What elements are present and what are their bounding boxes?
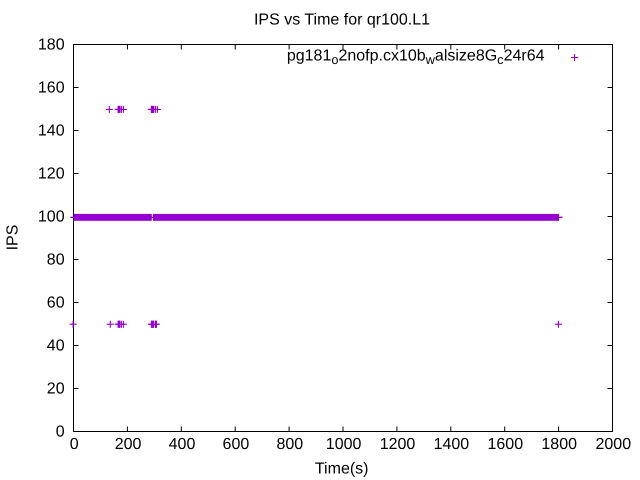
svg-text:800: 800 bbox=[276, 436, 303, 453]
svg-text:600: 600 bbox=[223, 436, 250, 453]
svg-text:Time(s): Time(s) bbox=[315, 460, 369, 477]
svg-text:180: 180 bbox=[38, 36, 65, 53]
svg-text:1600: 1600 bbox=[488, 436, 524, 453]
svg-text:IPS: IPS bbox=[4, 225, 21, 251]
svg-text:60: 60 bbox=[47, 294, 65, 311]
svg-text:1200: 1200 bbox=[380, 436, 416, 453]
svg-text:80: 80 bbox=[47, 251, 65, 268]
svg-text:1000: 1000 bbox=[326, 436, 362, 453]
svg-text:1800: 1800 bbox=[541, 436, 577, 453]
svg-text:0: 0 bbox=[70, 436, 79, 453]
svg-text:120: 120 bbox=[38, 165, 65, 182]
svg-text:2000: 2000 bbox=[596, 436, 632, 453]
svg-text:400: 400 bbox=[169, 436, 196, 453]
svg-text:1400: 1400 bbox=[434, 436, 470, 453]
svg-text:pg181o2nofp.cx10bwalsize8Gc24r: pg181o2nofp.cx10bwalsize8Gc24r64 bbox=[287, 48, 545, 68]
svg-text:40: 40 bbox=[47, 337, 65, 354]
svg-text:20: 20 bbox=[47, 380, 65, 397]
svg-text:100: 100 bbox=[38, 208, 65, 225]
svg-text:0: 0 bbox=[56, 423, 65, 440]
svg-text:200: 200 bbox=[115, 436, 142, 453]
svg-text:140: 140 bbox=[38, 122, 65, 139]
svg-text:IPS vs Time for qr100.L1: IPS vs Time for qr100.L1 bbox=[254, 12, 430, 29]
svg-text:160: 160 bbox=[38, 79, 65, 96]
